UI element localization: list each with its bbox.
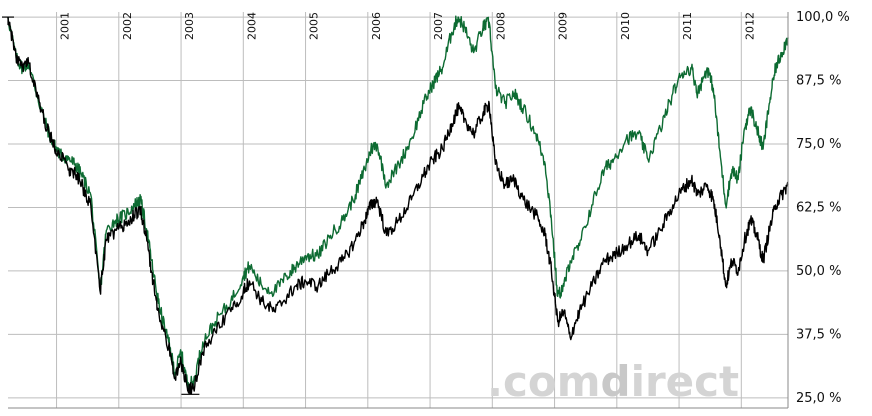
watermark-middle: d xyxy=(600,357,630,406)
x-tick-label: 2010 xyxy=(619,12,632,40)
x-tick-label: 2005 xyxy=(308,12,321,40)
series-line-1 xyxy=(7,15,789,390)
watermark-prefix: .com xyxy=(487,357,600,406)
x-tick-label: 2001 xyxy=(59,12,72,40)
watermark-suffix: irect xyxy=(631,357,740,406)
y-tick-label: 87,5 % xyxy=(796,74,841,89)
x-tick-label: 2012 xyxy=(743,12,756,40)
comdirect-watermark: .comdirect xyxy=(487,357,739,406)
y-tick-label: 62,5 % xyxy=(796,200,841,215)
x-tick-label: 2003 xyxy=(183,12,196,40)
series-layer xyxy=(7,15,789,395)
label-layer: 100,0 % 87,5 % 75,0 % 62,5 % 50,0 % 37,5 % 25,… xyxy=(59,10,850,406)
y-tick-label: 37,5 % xyxy=(796,327,841,342)
x-tick-label: 2002 xyxy=(121,12,134,40)
y-tick-label: 25,0 % xyxy=(796,391,841,406)
series-line-2 xyxy=(7,17,789,395)
y-tick-label: 75,0 % xyxy=(796,137,841,152)
x-tick-label: 2011 xyxy=(681,12,694,40)
x-tick-label: 2004 xyxy=(245,12,258,40)
x-tick-label: 2006 xyxy=(370,12,383,40)
y-tick-label: 50,0 % xyxy=(796,264,841,279)
x-tick-label: 2007 xyxy=(432,12,445,40)
x-tick-label: 2008 xyxy=(494,12,507,40)
x-tick-label: 2009 xyxy=(557,12,570,40)
y-tick-label: 100,0 % xyxy=(796,10,850,25)
axis-layer xyxy=(2,12,789,409)
svg-text:.comdirect: .comdirect xyxy=(487,357,739,406)
